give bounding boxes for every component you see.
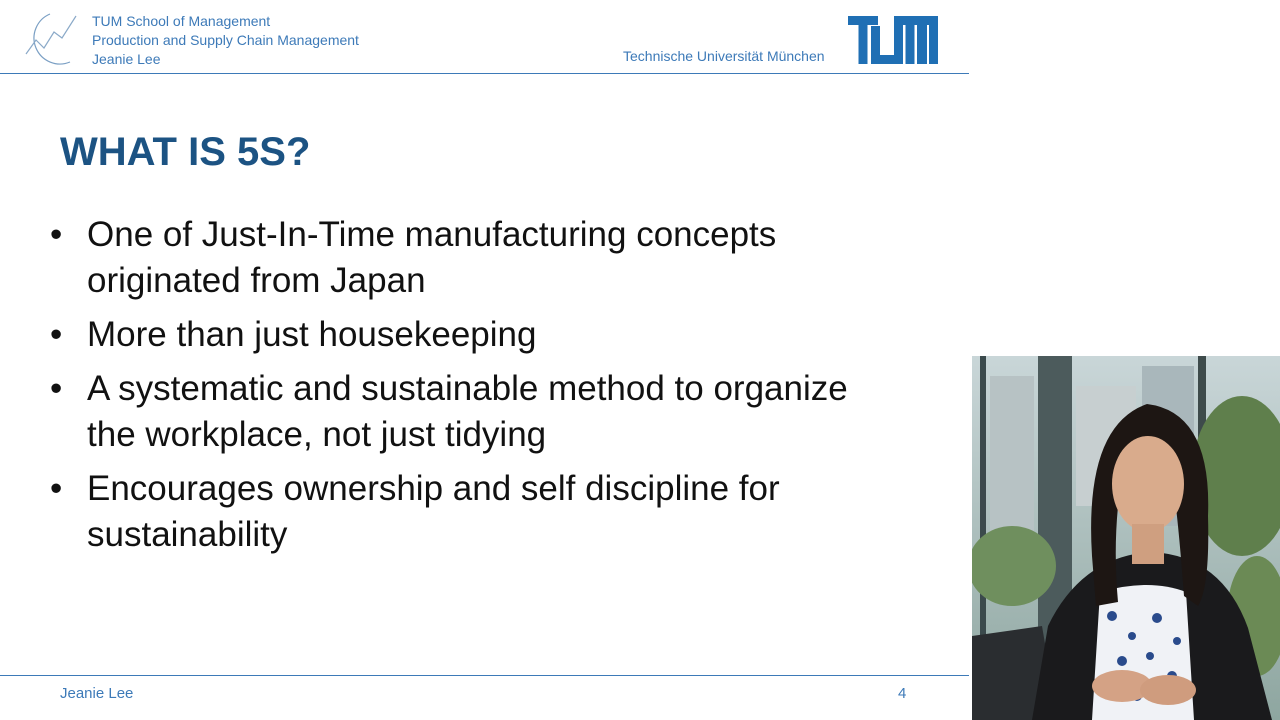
slide-title: WHAT IS 5S? [60, 130, 311, 174]
university-name: Technische Universität München [623, 48, 825, 64]
bullet-text: A systematic and sustainable method to o… [87, 369, 848, 454]
presenter-video-image [972, 356, 1280, 720]
header-info: TUM School of Management Production and … [92, 12, 359, 69]
bullet-item: • A systematic and sustainable method to… [48, 366, 848, 458]
tum-logo-icon [848, 16, 938, 64]
bullet-text: One of Just-In-Time manufacturing concep… [87, 215, 777, 300]
bullet-list: • One of Just-In-Time manufacturing conc… [48, 212, 848, 566]
chair-name: Production and Supply Chain Management [92, 32, 359, 48]
header-author: Jeanie Lee [92, 51, 161, 67]
presenter-video [972, 356, 1280, 720]
bullet-dot: • [50, 215, 63, 254]
footer-presenter: Jeanie Lee [60, 685, 134, 702]
school-name: TUM School of Management [92, 13, 271, 29]
bullet-text: Encourages ownership and self discipline… [87, 469, 780, 554]
bullet-item: • More than just housekeeping [48, 312, 848, 358]
header-divider [0, 73, 969, 74]
bullet-dot: • [50, 369, 63, 408]
chair-logo-icon [25, 13, 77, 65]
page-number: 4 [898, 685, 907, 702]
footer-divider [0, 675, 969, 676]
bullet-dot: • [50, 315, 63, 354]
bullet-item: • Encourages ownership and self discipli… [48, 466, 848, 558]
bullet-dot: • [50, 469, 63, 508]
bullet-text: More than just housekeeping [87, 315, 537, 354]
bullet-item: • One of Just-In-Time manufacturing conc… [48, 212, 848, 304]
